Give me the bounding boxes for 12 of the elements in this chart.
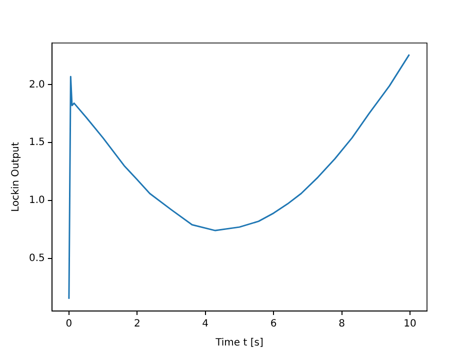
y-tick-label: 1.5 [28,137,45,148]
x-tick-label: 4 [202,318,209,330]
x-tick-label: 0 [66,318,72,330]
y-tick-label: 0.5 [28,252,45,264]
x-tick-label: 8 [338,318,345,330]
x-tick-label: 10 [404,318,416,330]
y-tick-label: 2.0 [28,79,45,90]
x-tick-label: 6 [270,318,277,330]
x-axis-title: Time t [s] [214,338,264,349]
y-tick-label: 1.0 [28,195,45,206]
x-tick-label: 2 [134,318,140,330]
y-axis-title: Lockin Output [10,142,22,212]
